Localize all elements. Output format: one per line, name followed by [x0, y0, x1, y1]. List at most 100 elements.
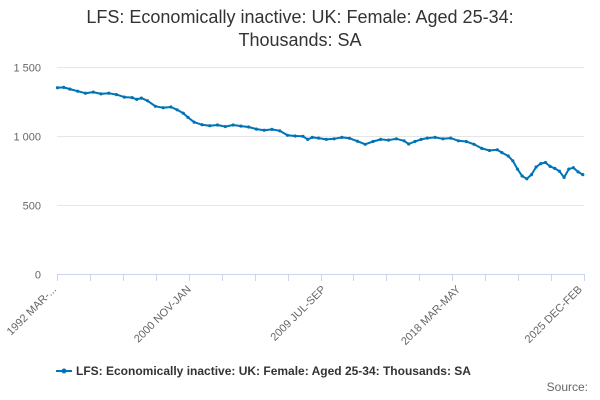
data-point — [99, 92, 103, 96]
data-point — [500, 151, 504, 155]
data-point — [135, 97, 139, 101]
data-point — [278, 129, 282, 133]
data-point — [310, 135, 314, 139]
data-point — [76, 89, 80, 93]
data-point — [576, 170, 580, 174]
data-point — [324, 137, 328, 141]
y-tick-label: 1 000 — [13, 132, 41, 144]
data-point — [223, 125, 227, 129]
data-point — [456, 139, 460, 143]
data-point — [285, 133, 290, 137]
y-tick-label: 1 500 — [13, 63, 41, 75]
series-layer — [55, 85, 585, 181]
x-tick-label: 2000 NOV-JAN — [132, 284, 194, 346]
data-point — [511, 159, 515, 163]
data-point — [581, 173, 585, 177]
data-point — [515, 167, 520, 171]
data-point — [425, 136, 429, 140]
legend-label: LFS: Economically inactive: UK: Female: … — [76, 364, 471, 378]
data-point — [208, 124, 212, 128]
data-point — [175, 108, 179, 112]
data-point — [153, 104, 157, 108]
data-point — [200, 123, 204, 127]
data-point — [402, 139, 406, 143]
x-tick-label: 1992 MAR-... — [5, 284, 59, 338]
data-point — [130, 96, 134, 100]
data-point — [464, 139, 468, 144]
data-point — [548, 164, 552, 168]
data-point — [433, 135, 437, 139]
data-point — [83, 91, 87, 95]
series-line — [56, 86, 584, 180]
data-point — [449, 136, 453, 140]
data-point — [301, 134, 305, 138]
data-point — [441, 137, 445, 141]
data-point — [107, 91, 111, 95]
x-tick-label: 2009 JUL-SEP — [269, 284, 329, 344]
legend-series-line-icon — [56, 368, 72, 374]
data-point — [394, 137, 398, 141]
data-point — [215, 123, 220, 127]
data-point — [529, 173, 534, 177]
axis-layer — [57, 274, 585, 281]
data-point — [487, 148, 492, 153]
data-point — [254, 127, 258, 131]
chart-title: LFS: Economically inactive: UK: Female: … — [40, 6, 560, 52]
data-point — [472, 142, 476, 146]
data-point — [68, 87, 72, 91]
data-point — [562, 175, 566, 179]
data-point — [293, 134, 297, 138]
data-point — [348, 136, 352, 140]
data-point — [534, 165, 538, 169]
data-point — [161, 106, 165, 110]
data-point — [306, 137, 310, 141]
data-point — [386, 138, 391, 142]
data-point — [239, 124, 243, 128]
data-point — [231, 123, 235, 127]
chart-title-line-2: Thousands: SA — [238, 30, 362, 50]
data-point — [553, 166, 557, 170]
data-point — [91, 90, 95, 94]
legend[interactable]: LFS: Economically inactive: UK: Female: … — [56, 364, 471, 378]
data-point — [55, 86, 60, 90]
data-point — [332, 137, 336, 141]
data-point — [247, 125, 251, 129]
data-point — [413, 139, 417, 144]
data-point — [525, 177, 529, 181]
data-point — [270, 127, 274, 131]
data-point — [192, 120, 196, 124]
data-point — [543, 160, 548, 165]
data-point — [419, 137, 423, 141]
data-point — [169, 105, 173, 109]
data-point — [571, 166, 576, 170]
grid-layer — [57, 67, 584, 206]
data-point — [139, 96, 143, 100]
x-tick-label: 2018 MAR-MAY — [399, 283, 464, 348]
data-point — [567, 167, 571, 171]
data-point — [355, 139, 359, 143]
data-point — [122, 95, 126, 99]
x-tick-label: 2025 DEC-FEB — [523, 284, 585, 346]
data-point — [340, 135, 344, 139]
data-point — [146, 99, 150, 103]
data-point — [317, 136, 321, 140]
data-point — [371, 139, 375, 144]
data-point — [363, 142, 367, 146]
data-point — [506, 154, 510, 158]
data-point — [480, 146, 484, 150]
data-point — [186, 115, 190, 119]
chart-title-line-1: LFS: Economically inactive: UK: Female: … — [86, 7, 514, 27]
data-point — [557, 169, 562, 173]
y-tick-label: 0 — [35, 270, 41, 282]
data-point — [539, 162, 543, 166]
data-point — [495, 148, 499, 152]
data-point — [262, 128, 266, 132]
data-point — [407, 142, 411, 146]
data-point — [62, 85, 66, 89]
data-point — [379, 137, 383, 141]
data-point — [181, 111, 185, 115]
data-point — [114, 93, 119, 97]
data-point — [520, 174, 524, 178]
y-tick-label: 500 — [23, 201, 41, 213]
